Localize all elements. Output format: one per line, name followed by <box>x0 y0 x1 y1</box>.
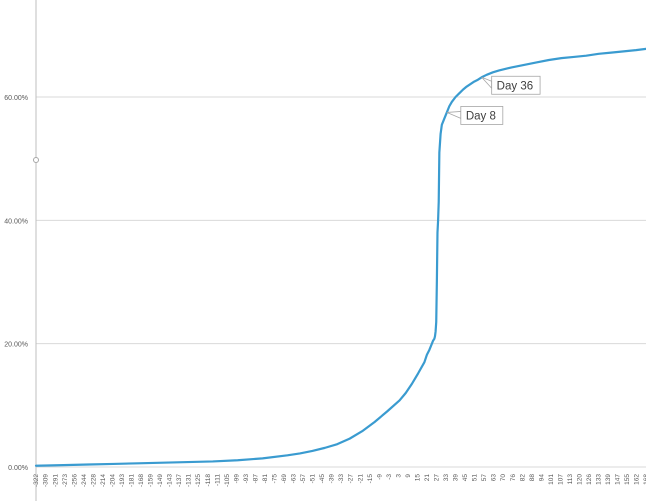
x-tick-label: 33 <box>443 474 450 482</box>
annotation-callout: Day 36 <box>481 75 541 95</box>
x-tick-label: -228 <box>90 474 97 487</box>
x-tick-label: 120 <box>576 474 583 485</box>
callout-label: Day 36 <box>497 80 533 92</box>
x-tick-label: -273 <box>62 474 69 487</box>
x-tick-label: 139 <box>605 474 612 485</box>
annotation-callout: Day 8 <box>446 106 504 125</box>
x-tick-label: 126 <box>586 474 593 485</box>
x-tick-label: 45 <box>462 474 469 482</box>
x-tick-label: -21 <box>357 474 364 484</box>
x-tick-label: -51 <box>310 474 317 484</box>
callout-pointer <box>446 110 462 120</box>
x-tick-label: 101 <box>548 474 555 485</box>
x-tick-label: -15 <box>367 474 374 484</box>
annotations: Day 8 Day 36 <box>446 75 541 125</box>
x-tick-label: 57 <box>481 474 488 482</box>
x-tick-label: -143 <box>167 474 174 487</box>
x-tick-label: 168 <box>643 474 646 485</box>
x-tick-label: -181 <box>129 474 136 487</box>
callout-label: Day 8 <box>466 110 496 122</box>
y-tick-label: 0.00% <box>8 465 28 472</box>
y-tick-label: 20.00% <box>4 342 28 349</box>
x-tick-label: 155 <box>624 474 631 485</box>
x-tick-label: -105 <box>224 474 231 487</box>
x-tick-label: -111 <box>214 474 221 486</box>
x-tick-label: -9 <box>376 474 383 480</box>
callout-box <box>460 106 504 125</box>
x-tick-label: -118 <box>205 474 212 487</box>
x-tick-label: 113 <box>567 474 574 485</box>
x-tick-label: -3 <box>386 474 393 480</box>
x-tick-label: 76 <box>510 474 517 482</box>
x-tick-label: 3 <box>395 474 402 478</box>
y-tick-label: 60.00% <box>4 95 28 102</box>
x-tick-label: 9 <box>405 474 412 478</box>
x-tick-label: -159 <box>148 474 155 487</box>
x-tick-label: -87 <box>252 474 259 484</box>
x-tick-label: 162 <box>634 474 641 485</box>
x-tick-label: -125 <box>195 474 202 487</box>
x-tick-label: 70 <box>500 474 507 482</box>
x-tick-label: 51 <box>472 474 479 482</box>
x-tick-label: 88 <box>529 474 536 482</box>
x-tick-label: -214 <box>100 474 107 487</box>
x-tick-label: -39 <box>329 474 336 484</box>
x-tick-label: -75 <box>271 474 278 484</box>
series-line <box>34 47 646 467</box>
x-tick-label: -27 <box>348 474 355 484</box>
x-tick-label: -63 <box>291 474 298 484</box>
x-tick-label: -137 <box>176 474 183 487</box>
x-tick-label: -131 <box>186 474 193 487</box>
x-tick-label: -309 <box>43 474 50 487</box>
x-tick-label: -244 <box>81 474 88 487</box>
x-tick-label: -81 <box>262 474 269 484</box>
x-tick-label: -322 <box>33 474 40 487</box>
x-tick-label: -45 <box>319 474 326 484</box>
y-tick-labels: 0.00% 20.00% 40.00% 60.00% <box>4 95 28 472</box>
x-tick-label: -149 <box>157 474 164 487</box>
x-tick-label: 82 <box>519 474 526 482</box>
axis-handle <box>33 157 39 163</box>
x-tick-label: -99 <box>233 474 240 484</box>
x-tick-label: -204 <box>109 474 116 487</box>
x-tick-label: -57 <box>300 474 307 484</box>
x-tick-label: 39 <box>453 474 460 482</box>
x-tick-label: -33 <box>338 474 345 484</box>
x-tick-label: -291 <box>52 474 59 487</box>
x-tick-label: -193 <box>119 474 126 487</box>
x-tick-label: 27 <box>434 474 441 482</box>
x-tick-label: 147 <box>615 474 622 485</box>
y-tick-label: 40.00% <box>4 218 28 225</box>
x-tick-label: 63 <box>491 474 498 482</box>
x-tick-label: -69 <box>281 474 288 484</box>
x-tick-label: 107 <box>557 474 564 485</box>
x-tick-label: 21 <box>424 474 431 482</box>
callout-box <box>491 75 541 95</box>
callout-pointer <box>481 76 493 90</box>
x-tick-label: -256 <box>71 474 78 487</box>
x-tick-label: -93 <box>243 474 250 484</box>
gridlines <box>36 96 646 468</box>
x-tick-label: -168 <box>138 474 145 487</box>
x-tick-labels: -322 -309 -291 -273 -256 -244 -228 -214 -204 -193… <box>33 474 646 487</box>
x-tick-label: 15 <box>414 474 421 482</box>
x-tick-label: 133 <box>596 474 603 485</box>
x-tick-label: 94 <box>538 474 545 482</box>
